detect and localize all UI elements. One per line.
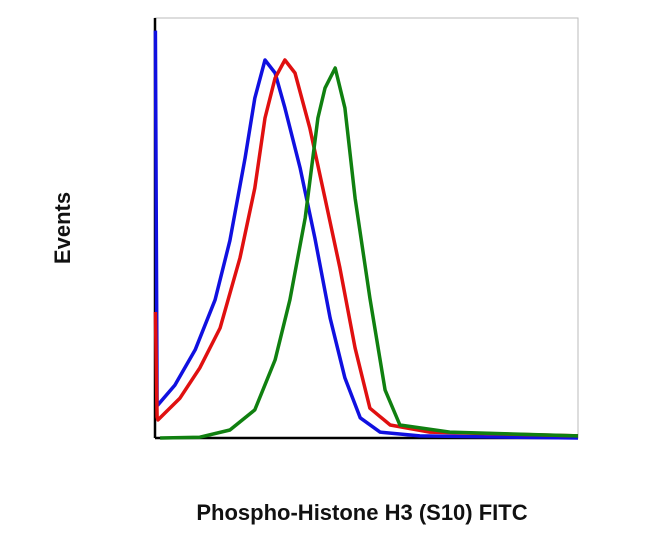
histogram-line <box>153 30 579 440</box>
plot-frame <box>154 17 579 439</box>
x-axis-title: Phospho-Histone H3 (S10) FITC <box>196 500 527 525</box>
histogram-line <box>153 58 579 438</box>
histogram-line <box>160 66 579 440</box>
y-axis-title: Events <box>50 192 75 264</box>
